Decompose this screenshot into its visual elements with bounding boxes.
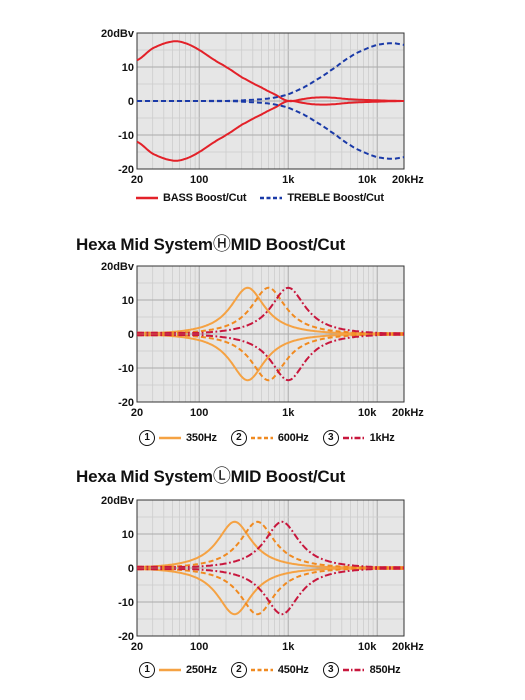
series-line-250Hz-boost <box>137 520 404 569</box>
legend-swatch-bass <box>136 196 158 200</box>
x-tick-label: 1k <box>282 174 295 186</box>
x-tick-label: 20 <box>131 174 143 186</box>
x-tick-label: 20 <box>131 407 143 419</box>
y-tick-label: 10 <box>122 529 134 541</box>
legend-item-850hz: 3 850Hz <box>322 662 401 678</box>
y-tick-label: -20 <box>118 164 134 176</box>
x-tick-label: 20kHz <box>392 407 424 419</box>
series-line-250Hz-cut <box>137 567 404 616</box>
y-tick-label: 0 <box>128 563 134 575</box>
series-line-350Hz-cut <box>137 333 404 382</box>
y-tick-label: -20 <box>118 397 134 409</box>
mid-l-title-mark: Ⓛ <box>212 466 231 486</box>
x-tick-label: 1k <box>282 641 295 653</box>
mid-l-legend: 1 250Hz 2 450Hz 3 850Hz <box>139 662 414 678</box>
legend-label-350hz: 350Hz <box>186 432 217 444</box>
mid-l-title-main: Hexa Mid System <box>76 467 213 486</box>
series-line-850Hz-cut <box>137 567 404 616</box>
legend-item-350hz: 1 350Hz <box>139 430 217 446</box>
legend-number-1: 1 <box>139 662 155 678</box>
legend-swatch-treble <box>260 196 283 200</box>
y-tick-label: -20 <box>118 631 134 643</box>
legend-label-treble: TREBLE Boost/Cut <box>287 192 384 204</box>
legend-label-850hz: 850Hz <box>369 664 401 676</box>
legend-item-bass: BASS Boost/Cut <box>136 192 247 204</box>
x-tick-label: 20 <box>131 641 143 653</box>
legend-swatch-600hz <box>250 436 273 440</box>
legend-item-450hz: 2 450Hz <box>230 662 309 678</box>
legend-number-3: 3 <box>322 430 339 446</box>
series-line-1kHz-boost <box>137 286 404 335</box>
y-tick-label: 20dBv <box>101 261 135 273</box>
y-tick-label: -10 <box>118 130 134 142</box>
legend-label-600hz: 600Hz <box>277 432 309 444</box>
y-tick-label: -10 <box>118 363 134 375</box>
legend-swatch-850hz <box>342 668 365 672</box>
y-tick-label: 20dBv <box>101 28 135 40</box>
legend-swatch-1khz <box>342 436 365 440</box>
series-line-850Hz-boost <box>137 520 404 569</box>
legend-item-treble: TREBLE Boost/Cut <box>260 192 384 204</box>
legend-swatch-350hz <box>159 436 181 440</box>
mid-l-title-suffix: MID Boost/Cut <box>230 467 346 486</box>
legend-swatch-250hz <box>159 668 181 672</box>
x-tick-label: 100 <box>190 641 208 653</box>
mid-h-title-mark: Ⓗ <box>212 234 231 254</box>
legend-item-250hz: 1 250Hz <box>139 662 217 678</box>
legend-swatch-450hz <box>250 668 273 672</box>
series-line-1kHz-cut <box>137 333 404 382</box>
mid-h-title-suffix: MID Boost/Cut <box>230 235 346 254</box>
y-tick-label: -10 <box>118 597 134 609</box>
y-tick-label: 10 <box>122 295 134 307</box>
legend-number-2: 2 <box>230 662 247 678</box>
y-tick-label: 10 <box>122 62 134 74</box>
y-tick-label: 0 <box>128 329 134 341</box>
legend-label-bass: BASS Boost/Cut <box>163 192 247 204</box>
legend-item-600hz: 2 600Hz <box>230 430 309 446</box>
mid-h-legend: 1 350Hz 2 600Hz 3 1kHz <box>139 430 409 446</box>
legend-item-1khz: 3 1kHz <box>322 430 395 446</box>
y-tick-label: 0 <box>128 96 134 108</box>
x-tick-label: 20kHz <box>392 641 424 653</box>
legend-number-2: 2 <box>230 430 247 446</box>
x-tick-label: 100 <box>190 407 208 419</box>
series-line-BASS Boost/Cut-boost <box>136 40 404 103</box>
x-tick-label: 10k <box>358 407 377 419</box>
series-line-BASS Boost/Cut-cut <box>136 99 404 162</box>
mid-h-title: Hexa Mid SystemⒽMID Boost/Cut <box>76 230 345 256</box>
x-tick-label: 20kHz <box>392 174 424 186</box>
series-line-TREBLE Boost/Cut-boost <box>137 42 405 103</box>
bass-treble-legend: BASS Boost/Cut TREBLE Boost/Cut <box>136 192 398 204</box>
legend-number-1: 1 <box>139 430 155 446</box>
x-tick-label: 10k <box>358 641 377 653</box>
mid-h-title-main: Hexa Mid System <box>76 235 213 254</box>
legend-label-250hz: 250Hz <box>186 664 217 676</box>
x-tick-label: 1k <box>282 407 295 419</box>
series-line-TREBLE Boost/Cut-cut <box>137 99 405 160</box>
x-tick-label: 100 <box>190 174 208 186</box>
legend-label-1khz: 1kHz <box>369 432 395 444</box>
mid-l-title: Hexa Mid SystemⓁMID Boost/Cut <box>76 462 345 488</box>
y-tick-label: 20dBv <box>101 495 135 507</box>
series-line-350Hz-boost <box>137 286 404 335</box>
x-tick-label: 10k <box>358 174 377 186</box>
legend-label-450hz: 450Hz <box>277 664 309 676</box>
legend-number-3: 3 <box>322 662 339 678</box>
